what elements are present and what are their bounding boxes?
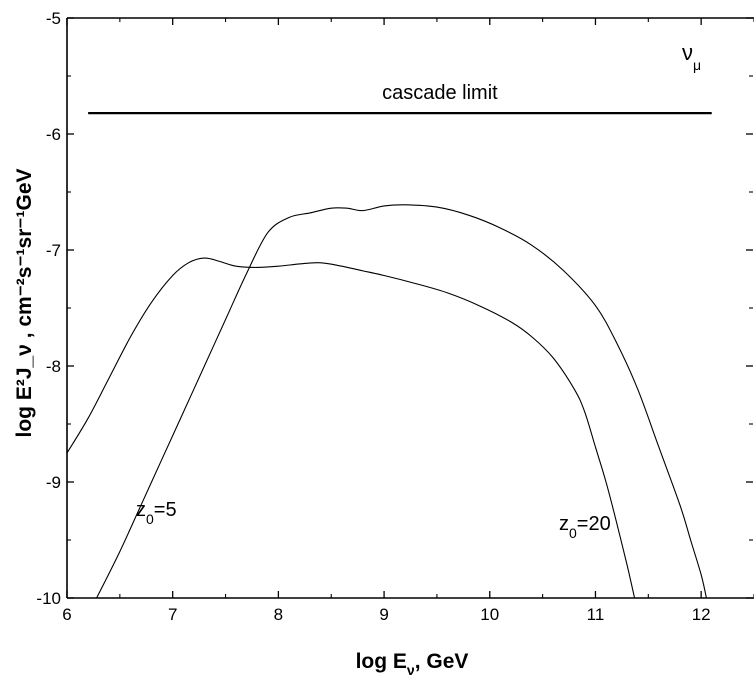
y-tick-label: -8 [46, 357, 61, 376]
y-tick-label: -5 [46, 9, 61, 28]
series-line-z0-20 [96, 204, 707, 599]
tick-marks [66, 17, 754, 599]
x-tick-label: 12 [692, 605, 711, 624]
x-axis-title-sub: ν [407, 662, 415, 678]
x-tick-label: 8 [274, 605, 283, 624]
x-tick-label: 7 [168, 605, 177, 624]
z20-rest: =20 [577, 513, 611, 535]
x-axis-title-unit: , GeV [415, 650, 469, 673]
y-tick-label: -10 [36, 589, 61, 608]
z20-sub: 0 [569, 525, 577, 541]
nu-mu-sub: μ [693, 57, 701, 73]
x-tick-label: 6 [62, 605, 71, 624]
series-layer [66, 204, 707, 599]
y-tick-label: -6 [46, 125, 61, 144]
series-line-z0-5 [66, 257, 636, 599]
y-axis-title: log E²J_ν , cm⁻²s⁻¹sr⁻¹GeV [13, 168, 36, 437]
z5-main: z [136, 499, 146, 521]
x-axis-title-main: log E [356, 650, 407, 673]
tick-labels: 6 7 8 9 10 11 12 -10 -9 -8 -7 -6 -5 [36, 9, 710, 624]
z5-sub: 0 [146, 511, 154, 527]
nu-mu-label: νμ [682, 40, 701, 73]
x-axis-title: log Eν, GeV [356, 650, 469, 678]
z5-label: z0=5 [136, 499, 177, 527]
z20-main: z [559, 513, 569, 535]
y-tick-label: -9 [46, 473, 61, 492]
x-tick-label: 9 [379, 605, 388, 624]
cascade-limit-label: cascade limit [382, 82, 498, 104]
nu-mu-main: ν [682, 40, 693, 65]
y-tick-label: -7 [46, 241, 61, 260]
x-tick-label: 11 [587, 605, 605, 624]
z20-label: z0=20 [559, 513, 611, 541]
x-tick-label: 10 [480, 605, 499, 624]
z5-rest: =5 [154, 499, 177, 521]
